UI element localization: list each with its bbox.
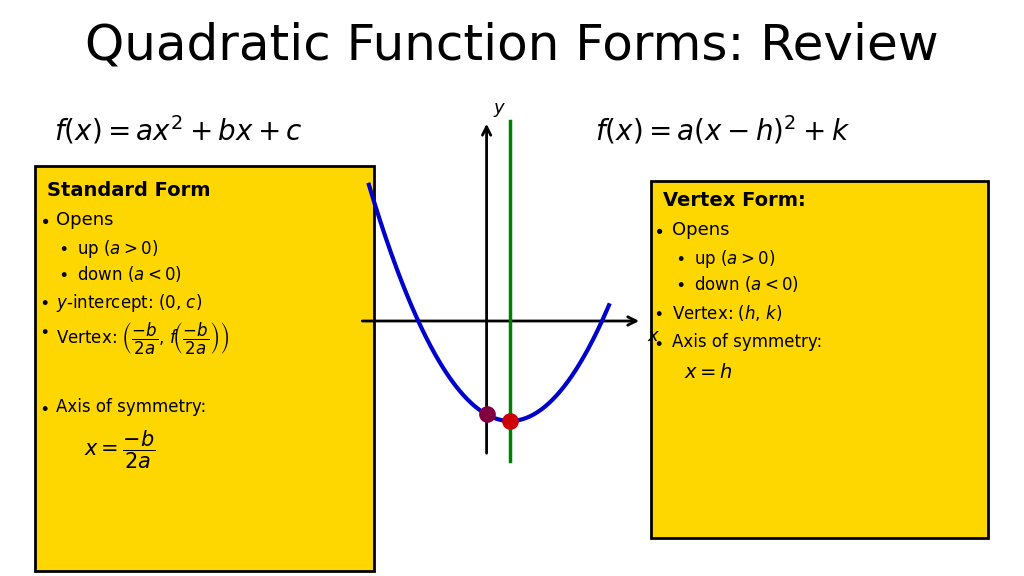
Text: Axis of symmetry:: Axis of symmetry: [56,398,207,416]
Text: up ($a > 0$): up ($a > 0$) [77,238,158,260]
Text: $x = \dfrac{-b}{2a}$: $x = \dfrac{-b}{2a}$ [84,428,155,471]
Text: Vertex Form:: Vertex Form: [663,191,805,210]
Text: Axis of symmetry:: Axis of symmetry: [672,333,822,351]
Text: $f(x) = ax^2 + bx + c$: $f(x) = ax^2 + bx + c$ [53,114,302,147]
Text: down ($a < 0$): down ($a < 0$) [77,264,182,284]
Text: $y$-intercept: (0, $c$): $y$-intercept: (0, $c$) [56,292,203,314]
Text: Vertex: $\left(\dfrac{-b}{2a},\, f\!\left(\dfrac{-b}{2a}\right)\right)$: Vertex: $\left(\dfrac{-b}{2a},\, f\!\lef… [56,321,229,357]
Text: x: x [647,327,658,345]
Text: Vertex: ($h$, $k$): Vertex: ($h$, $k$) [672,303,782,323]
Text: $x = h$: $x = h$ [684,363,733,382]
Text: $\bullet$: $\bullet$ [40,292,49,310]
Text: $\bullet$: $\bullet$ [58,264,68,282]
Text: $\bullet$: $\bullet$ [58,238,68,256]
Text: up ($a > 0$): up ($a > 0$) [693,248,775,270]
Text: $\bullet$: $\bullet$ [40,211,50,229]
FancyBboxPatch shape [35,166,374,571]
Text: Standard Form: Standard Form [47,181,211,200]
Text: $\bullet$: $\bullet$ [675,248,684,266]
Text: $\bullet$: $\bullet$ [653,333,663,351]
Text: $\bullet$: $\bullet$ [40,398,49,416]
Text: $\bullet$: $\bullet$ [653,221,664,239]
Text: $\bullet$: $\bullet$ [40,321,49,339]
Text: y: y [494,99,504,117]
Text: Opens: Opens [672,221,729,239]
Text: $\bullet$: $\bullet$ [675,274,684,292]
Text: Opens: Opens [56,211,114,229]
Text: $\bullet$: $\bullet$ [653,303,663,321]
Text: Quadratic Function Forms: Review: Quadratic Function Forms: Review [85,21,939,69]
Text: down ($a < 0$): down ($a < 0$) [693,274,799,294]
FancyBboxPatch shape [651,181,988,538]
Text: $f(x) = a(x - h)^2+k$: $f(x) = a(x - h)^2+k$ [595,114,850,147]
